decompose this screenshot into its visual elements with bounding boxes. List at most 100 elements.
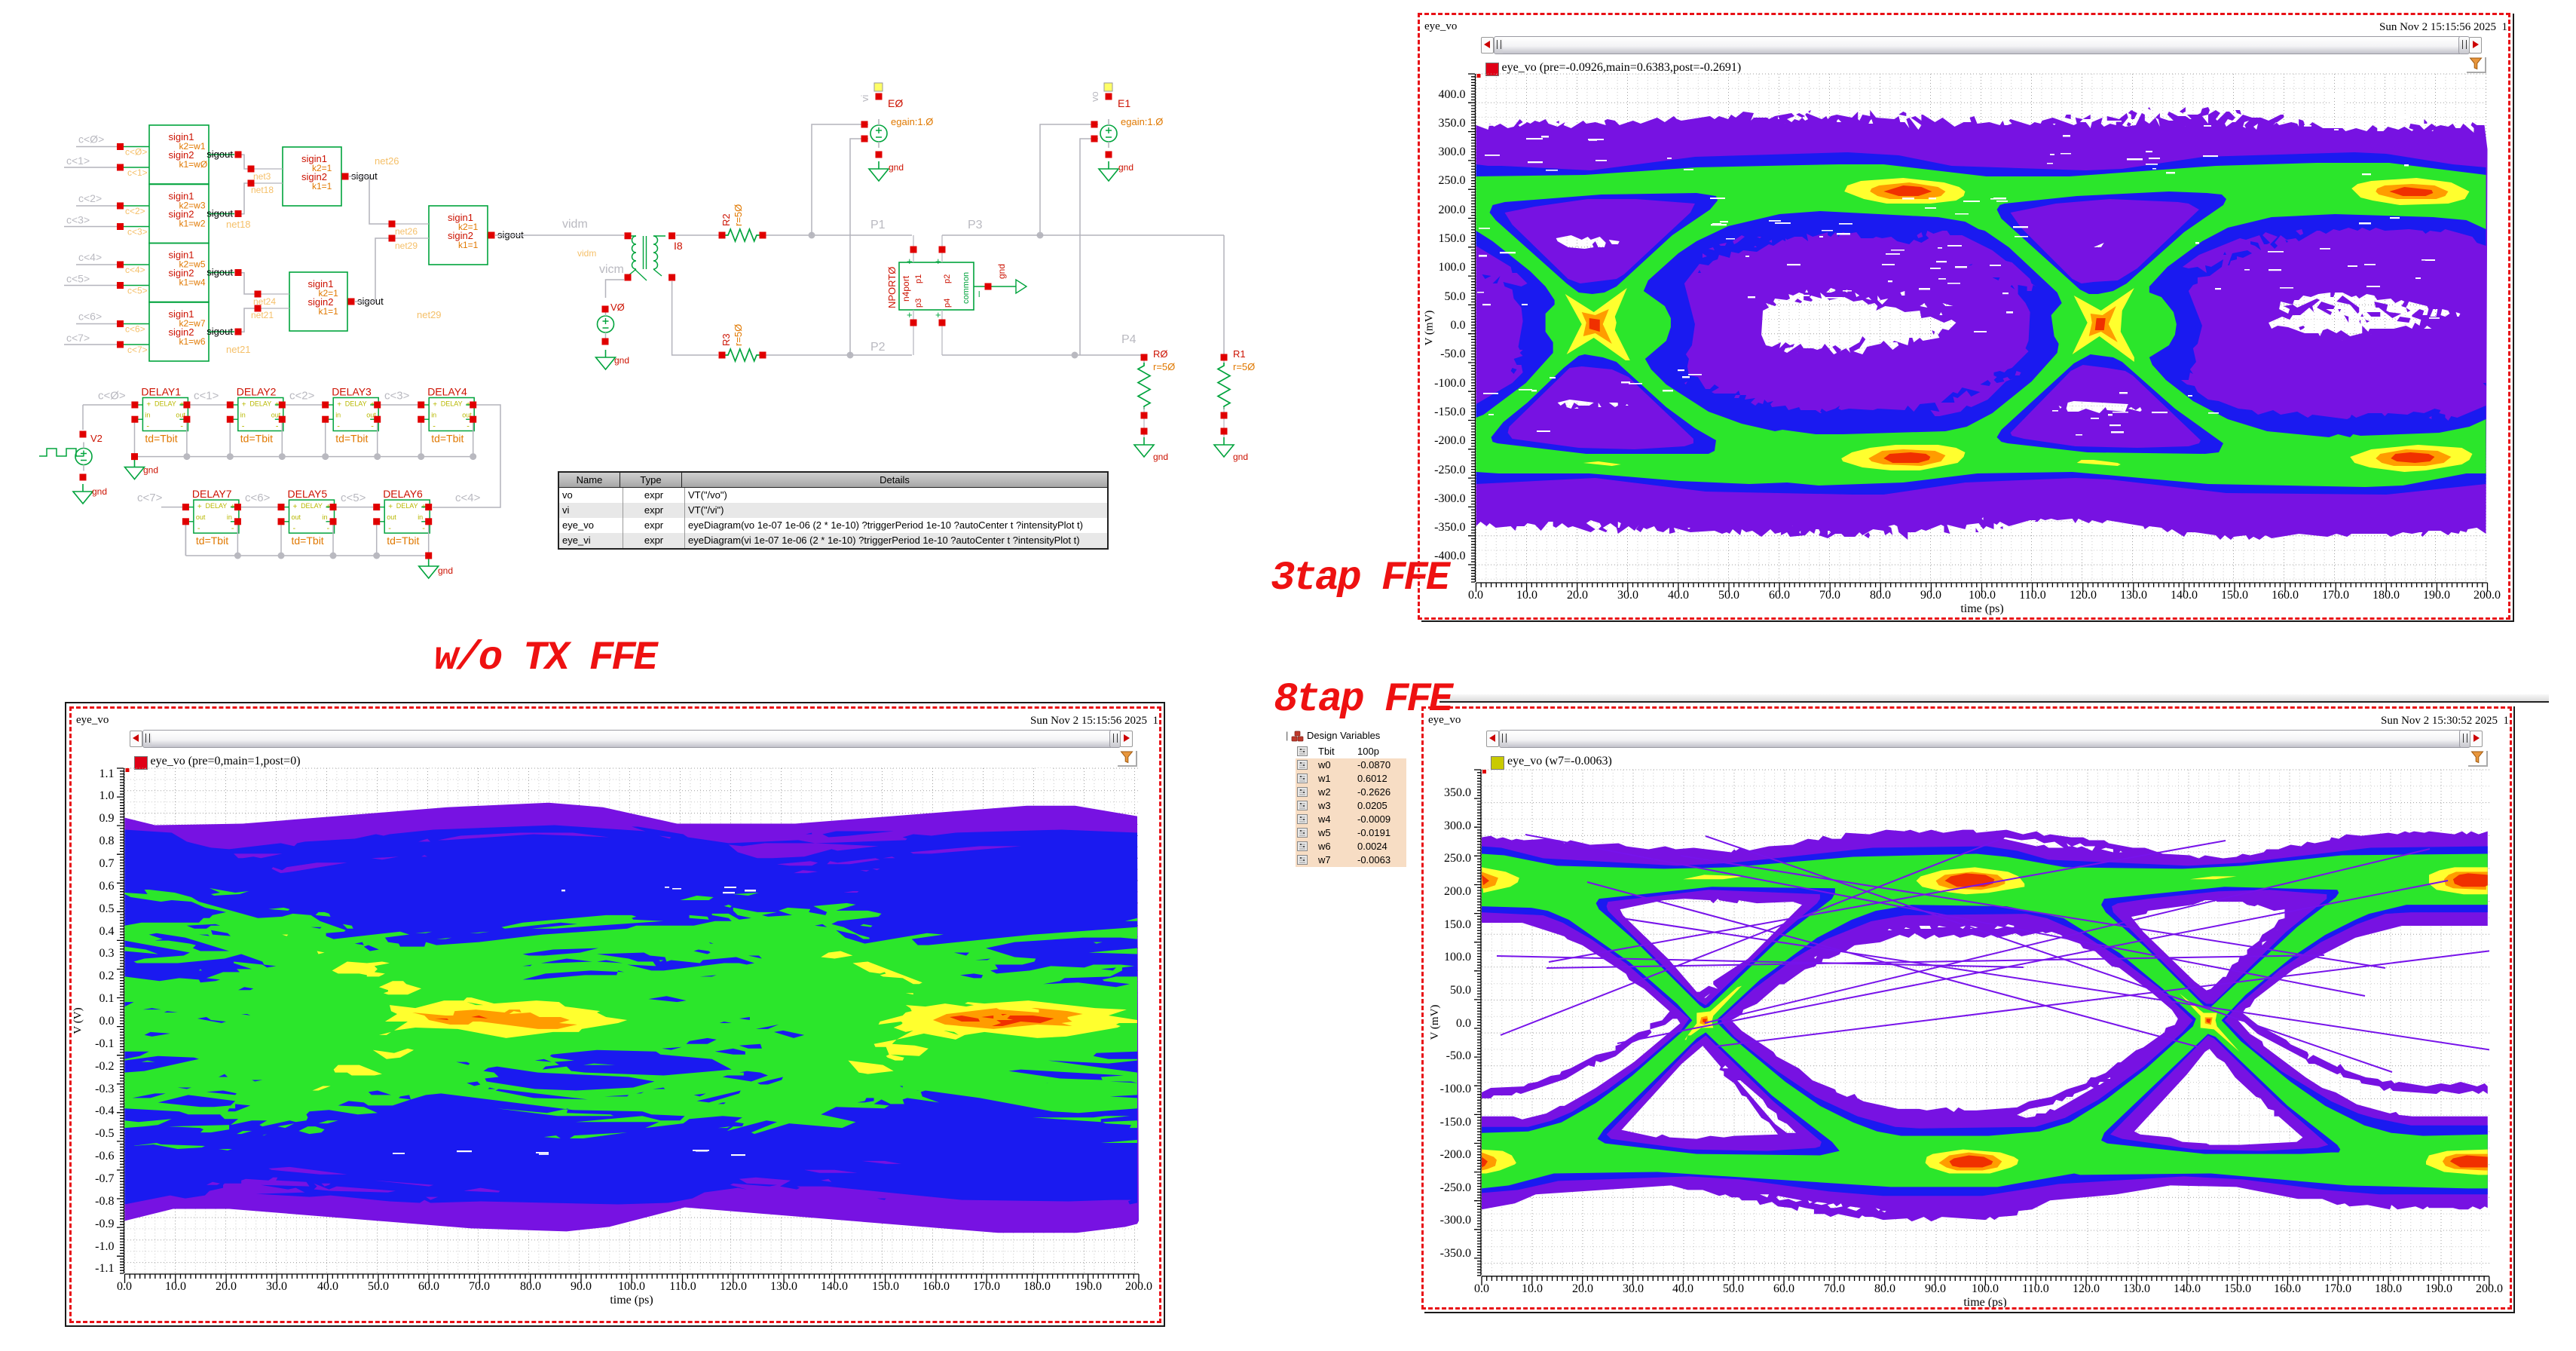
svg-text:n4port: n4port [901, 275, 911, 302]
svg-text:time (ps): time (ps) [610, 1294, 653, 1307]
svg-text:out: out [271, 412, 281, 419]
svg-text:0.2: 0.2 [99, 970, 115, 982]
svg-text:c<4>: c<4> [455, 492, 481, 504]
svg-text:130.0: 130.0 [2123, 1282, 2150, 1295]
svg-text:-50.0: -50.0 [1440, 348, 1465, 360]
svg-text:vicm: vicm [599, 263, 624, 276]
svg-text:vidm: vidm [562, 218, 588, 231]
svg-text:DELAY5: DELAY5 [288, 488, 328, 500]
svg-text:-0.2: -0.2 [95, 1060, 114, 1073]
svg-text:P4: P4 [1121, 333, 1137, 346]
svg-text:vidm: vidm [577, 248, 596, 259]
svg-text:td=Tbit: td=Tbit [196, 535, 228, 547]
svg-text:c<5>: c<5> [341, 492, 366, 504]
svg-text:0.7: 0.7 [99, 857, 115, 870]
svg-text:gnd: gnd [1153, 452, 1168, 462]
svg-text:-0.9: -0.9 [95, 1218, 114, 1230]
svg-text:60.0: 60.0 [1769, 589, 1790, 602]
svg-text:R2: R2 [720, 213, 732, 226]
svg-text:50.0: 50.0 [1445, 290, 1466, 303]
svg-text:0.9: 0.9 [99, 812, 115, 825]
svg-text:-250.0: -250.0 [1434, 464, 1465, 476]
svg-text:40.0: 40.0 [317, 1280, 338, 1293]
svg-text:sigin1: sigin1 [169, 191, 194, 202]
svg-text:80.0: 80.0 [1870, 589, 1891, 602]
svg-text:E1: E1 [1118, 97, 1130, 109]
svg-text:NPORTØ: NPORTØ [886, 267, 898, 308]
svg-text:70.0: 70.0 [1819, 589, 1840, 602]
svg-text:160.0: 160.0 [922, 1280, 950, 1293]
svg-text:170.0: 170.0 [973, 1280, 1000, 1293]
svg-text:k1=wØ: k1=wØ [179, 159, 208, 170]
svg-text:R1: R1 [1233, 348, 1246, 360]
svg-text:c<3>: c<3> [384, 390, 410, 403]
svg-text:sigin1: sigin1 [301, 153, 327, 164]
svg-text:p3: p3 [914, 299, 923, 308]
svg-text:-0.1: -0.1 [95, 1037, 114, 1050]
svg-text:150.0: 150.0 [1439, 232, 1466, 245]
svg-text:vi: vi [859, 95, 870, 103]
svg-text:0.0: 0.0 [1474, 1282, 1489, 1295]
svg-text:V2: V2 [90, 433, 102, 444]
svg-text:in: in [323, 513, 328, 521]
svg-text:50.0: 50.0 [368, 1280, 389, 1293]
svg-text:egain:1.Ø: egain:1.Ø [891, 116, 933, 127]
svg-text:k1=1: k1=1 [312, 181, 332, 191]
svg-text:10.0: 10.0 [165, 1280, 186, 1293]
svg-text:sigin1: sigin1 [169, 250, 194, 261]
svg-text:p2: p2 [943, 274, 952, 283]
svg-text:net18: net18 [226, 219, 251, 230]
svg-text:-50.0: -50.0 [1446, 1049, 1471, 1062]
svg-text:sigin2: sigin2 [169, 268, 194, 279]
svg-text:c<7>: c<7> [137, 492, 163, 504]
svg-text:c<1>: c<1> [66, 155, 90, 167]
svg-text:+: + [293, 503, 298, 511]
svg-text:k2=w3: k2=w3 [179, 201, 206, 211]
svg-text:r=5Ø: r=5Ø [1153, 361, 1175, 372]
svg-text:DELAY1: DELAY1 [141, 386, 181, 398]
svg-text:c<2>: c<2> [289, 390, 315, 403]
svg-text:sigout: sigout [207, 326, 233, 337]
svg-text:-0.7: -0.7 [95, 1172, 114, 1185]
svg-text:net24: net24 [253, 296, 276, 307]
svg-text:gnd: gnd [438, 565, 453, 576]
svg-text:100.0: 100.0 [1969, 589, 1996, 602]
svg-text:40.0: 40.0 [1668, 589, 1689, 602]
svg-text:+: + [146, 401, 151, 409]
svg-text:k1=1: k1=1 [319, 306, 339, 317]
svg-text:170.0: 170.0 [2322, 589, 2349, 602]
svg-text:100.0: 100.0 [1439, 261, 1466, 274]
svg-text:1.1: 1.1 [99, 767, 115, 780]
svg-text:in: in [240, 412, 246, 419]
svg-text:gnd: gnd [92, 486, 107, 497]
svg-text:out: out [462, 412, 472, 419]
svg-text:80.0: 80.0 [1874, 1282, 1895, 1295]
svg-text:60.0: 60.0 [418, 1280, 439, 1293]
svg-text:-: - [293, 524, 296, 533]
svg-text:-: - [337, 422, 340, 431]
svg-text:-1.0: -1.0 [95, 1240, 114, 1253]
svg-text:V (mV): V (mV) [1429, 1005, 1441, 1040]
svg-text:net29: net29 [395, 240, 418, 251]
svg-text:250.0: 250.0 [1444, 852, 1471, 865]
svg-text:0.0: 0.0 [1456, 1017, 1471, 1030]
svg-text:90.0: 90.0 [1920, 589, 1941, 602]
svg-text:180.0: 180.0 [2375, 1282, 2402, 1295]
svg-text:r=5Ø: r=5Ø [1233, 361, 1255, 372]
svg-text:net18: net18 [251, 185, 274, 195]
svg-text:c<6>: c<6> [78, 311, 102, 323]
svg-text:in: in [418, 513, 423, 521]
svg-text:130.0: 130.0 [770, 1280, 797, 1293]
svg-text:c<3>: c<3> [127, 227, 148, 237]
svg-text:gnd: gnd [889, 162, 904, 173]
svg-text:sigin2: sigin2 [301, 171, 327, 182]
svg-text:P3: P3 [968, 219, 983, 231]
svg-text:200.0: 200.0 [2474, 589, 2501, 602]
svg-text:P2: P2 [870, 341, 886, 354]
svg-text:in: in [431, 412, 436, 419]
svg-text:170.0: 170.0 [2324, 1282, 2351, 1295]
svg-text:k1=w6: k1=w6 [179, 336, 206, 347]
svg-text:-: - [180, 422, 183, 431]
svg-text:td=Tbit: td=Tbit [292, 535, 324, 547]
svg-text:sigin2: sigin2 [169, 326, 194, 338]
